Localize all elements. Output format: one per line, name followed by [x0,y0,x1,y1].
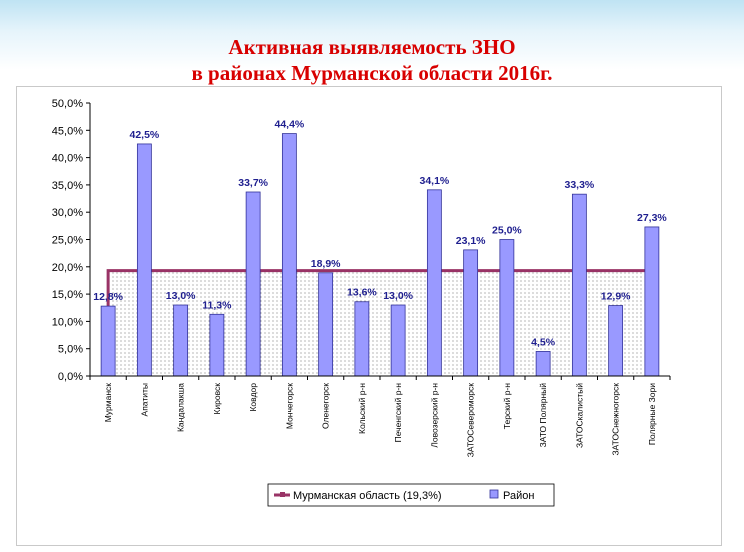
y-tick-label-7: 35,0% [52,180,83,192]
reference-area [108,270,652,376]
x-tick-label-15: ЗАТОСнежногорск [611,383,621,456]
legend-reference-label: Мурманская область (19,3%) [293,490,442,502]
title-line-2: в районах Мурманской области 2016г. [191,61,553,85]
legend-series-label: Район [503,490,534,502]
bar-9 [390,304,406,377]
x-tick-label-16: Полярные Зори [647,383,657,445]
legend-reference-marker [280,492,285,497]
y-tick-label-3: 15,0% [52,289,83,301]
x-tick-label-4: Кировск [212,383,222,415]
x-tick-label-2: Апатиты [139,383,149,416]
x-tick-label-1: Мурманск [103,383,113,423]
x-tick-label-3: Кандалакша [176,383,186,432]
bar-12 [499,239,515,377]
bar-3 [173,304,189,377]
bar-10 [426,189,442,377]
x-tick-label-7: Оленегорск [321,383,331,429]
bar-4 [209,313,225,377]
bar-14 [571,193,587,377]
y-tick-label-8: 40,0% [52,153,83,165]
bar-7 [318,272,334,377]
x-tick-label-10: Ловозерский р-н [429,383,439,448]
x-tick-label-6: Мончегорск [284,383,294,429]
data-label-16: 27,3% [637,212,667,224]
y-tick-label-2: 10,0% [52,316,83,328]
bar-6 [281,133,297,377]
bar-1 [100,305,116,377]
data-label-15: 12,9% [601,291,631,303]
bar-13 [535,351,551,377]
x-tick-label-9: Печенгский р-н [393,383,403,443]
data-label-5: 33,7% [238,177,268,189]
legend-series-swatch [489,489,499,499]
bar-16 [644,226,660,377]
data-label-6: 44,4% [274,119,304,131]
bar-5 [245,191,261,377]
x-tick-label-5: Ковдор [248,383,258,412]
x-tick-label-11: ЗАТОСевероморск [466,383,476,458]
data-label-9: 13,0% [383,290,413,302]
x-tick-label-8: Кольский р-н [357,383,367,434]
bar-11 [463,249,479,377]
bar-15 [608,305,624,377]
x-tick-label-12: Терский р-н [502,383,512,430]
data-label-4: 11,3% [202,299,232,311]
data-label-7: 18,9% [311,258,341,270]
legend-box [267,483,555,507]
data-label-3: 13,0% [166,290,196,302]
page-title: Активная выявляемость ЗНО в районах Мурм… [0,34,744,86]
data-label-12: 25,0% [492,225,522,237]
bar-8 [354,301,370,377]
data-label-11: 23,1% [456,235,486,247]
y-tick-label-9: 45,0% [52,125,83,137]
y-tick-label-6: 30,0% [52,207,83,219]
y-tick-label-0: 0,0% [58,371,83,383]
data-label-8: 13,6% [347,287,377,299]
x-tick-label-14: ЗАТОСкалистый [574,383,584,448]
y-tick-label-1: 5,0% [58,344,83,356]
data-label-13: 4,5% [531,336,556,348]
title-line-1: Активная выявляемость ЗНО [228,35,516,59]
header-background [0,0,744,70]
y-tick-label-4: 20,0% [52,262,83,274]
data-label-10: 34,1% [419,175,449,187]
y-tick-label-5: 25,0% [52,235,83,247]
x-tick-label-13: ЗАТО Полярный [538,383,548,448]
data-label-2: 42,5% [129,129,159,141]
y-tick-label-10: 50,0% [52,98,83,110]
data-label-1: 12,8% [93,291,123,303]
data-label-14: 33,3% [564,179,594,191]
bar-2 [136,143,152,377]
